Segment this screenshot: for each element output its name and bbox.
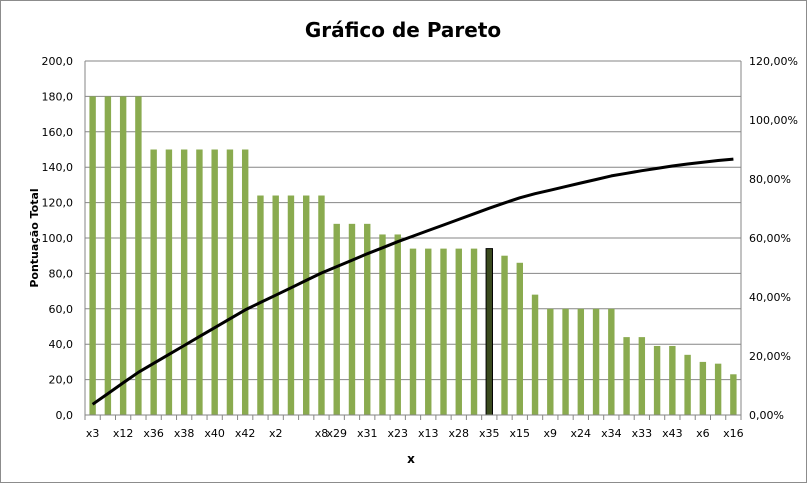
y-tick-label: 120,0 [42, 197, 74, 210]
bar [623, 337, 630, 415]
bar [730, 374, 737, 415]
y-tick-label: 60,0 [49, 303, 74, 316]
x-tick-label: x36 [143, 427, 164, 440]
x-tick-label: x12 [113, 427, 134, 440]
cumulative-line-layer [91, 157, 734, 406]
bar [699, 361, 707, 415]
x-tick-label: x2 [269, 427, 283, 440]
bar [303, 195, 310, 415]
bar [470, 248, 478, 415]
y2-tick-label: 40,00% [749, 291, 791, 304]
bar [135, 96, 142, 416]
bar [211, 149, 218, 415]
y-tick-label: 80,0 [49, 267, 74, 280]
x-tick-label: x9 [544, 427, 558, 440]
x-tick-label: x38 [174, 427, 195, 440]
y2-tick-label: 60,00% [749, 232, 791, 245]
bars-layer [89, 96, 737, 416]
bar [89, 96, 96, 416]
bar [165, 149, 173, 415]
bar [485, 248, 493, 416]
x-tick-label: x13 [418, 427, 439, 440]
bar [180, 149, 188, 415]
cumulative-line [91, 157, 734, 406]
y2-tick-label: 120,00% [749, 55, 798, 68]
x-tick-label: x3 [86, 427, 100, 440]
bar [562, 308, 569, 415]
y-tick-label: 20,0 [49, 374, 74, 387]
y2-tick-label: 20,00% [749, 350, 791, 363]
bar [226, 149, 234, 415]
y2-tick-label: 100,00% [749, 114, 798, 127]
y2-tick-label: 0,00% [749, 409, 784, 422]
x-tick-label: x16 [723, 427, 744, 440]
x-tick-label: x42 [235, 427, 256, 440]
bar [333, 223, 340, 415]
bar [653, 345, 661, 415]
bar [119, 96, 127, 416]
y-tick-label: 200,0 [42, 55, 74, 68]
y-axis-title: Pontuação Total [28, 188, 41, 287]
y-tick-label: 160,0 [42, 126, 74, 139]
axes-layer: 0,0 20,0 40,0 60,0 80,0 100,0 120,0 140,0 160,0 1… [42, 55, 798, 440]
y2-tick-label: 80,00% [749, 173, 791, 186]
bar [608, 308, 615, 415]
x-tick-label: x6 [696, 427, 710, 440]
x-tick-label: x15 [510, 427, 531, 440]
bar [638, 337, 646, 415]
bar [272, 195, 279, 415]
bar [364, 223, 371, 415]
bar [547, 308, 554, 415]
bar [684, 354, 691, 415]
x-tick-label: x8 [315, 427, 329, 440]
bar [257, 195, 264, 415]
bar [150, 149, 157, 415]
grid-layer [85, 60, 741, 381]
bar [196, 149, 203, 415]
bar [516, 262, 523, 415]
x-tick-label: x35 [479, 427, 500, 440]
bar [379, 234, 386, 415]
bar [531, 294, 539, 415]
bar [592, 308, 600, 415]
x-tick-label: x29 [326, 427, 347, 440]
bar [318, 195, 325, 415]
x-tick-label: x33 [632, 427, 653, 440]
bar [394, 234, 401, 415]
bar [714, 363, 722, 415]
bar [669, 345, 676, 415]
x-axis-title: x [407, 452, 415, 466]
bar [409, 248, 417, 415]
y-tick-label: 140,0 [42, 161, 74, 174]
x-tick-label: x43 [662, 427, 683, 440]
y-tick-label: 180,0 [42, 90, 74, 103]
bar [241, 149, 249, 415]
x-tick-label: x28 [449, 427, 470, 440]
x-tick-label: x24 [571, 427, 592, 440]
bar [104, 96, 112, 416]
y-tick-label: 100,0 [42, 232, 74, 245]
x-tick-label: x31 [357, 427, 378, 440]
x-tick-label: x23 [387, 427, 408, 440]
chart-title: Gráfico de Pareto [305, 18, 501, 42]
bar [287, 195, 295, 415]
bar [440, 248, 447, 415]
bar [425, 248, 432, 415]
bar [501, 255, 508, 415]
bar [577, 308, 585, 415]
y-tick-label: 40,0 [49, 338, 74, 351]
y-tick-label: 0,0 [56, 409, 74, 422]
bar [455, 248, 462, 415]
x-tick-label: x34 [601, 427, 622, 440]
x-tick-label: x40 [204, 427, 225, 440]
bar [348, 223, 356, 415]
